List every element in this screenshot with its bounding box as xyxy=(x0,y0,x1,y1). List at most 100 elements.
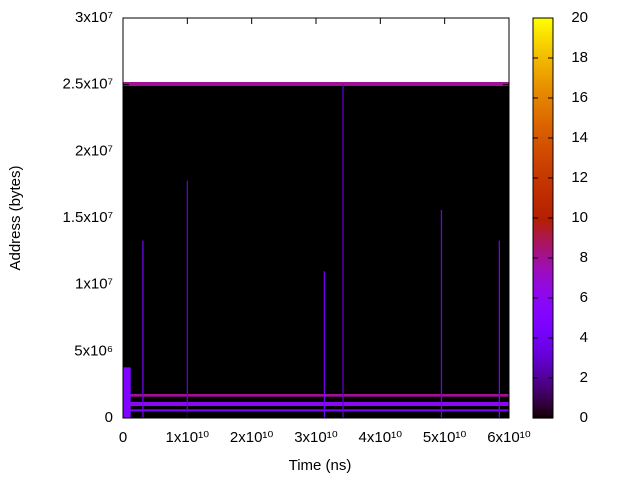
colorbar-step xyxy=(533,152,553,155)
colorbar-tick-label: 2 xyxy=(580,369,588,386)
colorbar-step xyxy=(533,408,553,411)
colorbar-step xyxy=(533,208,553,211)
colorbar-step xyxy=(533,358,553,361)
colorbar-step xyxy=(533,52,553,55)
colorbar-step xyxy=(533,32,553,35)
colorbar-step xyxy=(533,116,553,119)
colorbar-step xyxy=(533,250,553,253)
colorbar-step xyxy=(533,30,553,33)
heatmap-cell xyxy=(123,82,509,86)
colorbar-step xyxy=(533,220,553,223)
colorbar-step xyxy=(533,310,553,313)
colorbar-step xyxy=(533,144,553,147)
colorbar-step xyxy=(533,410,553,413)
colorbar-step xyxy=(533,314,553,317)
colorbar-step xyxy=(533,368,553,371)
colorbar-step xyxy=(533,374,553,377)
colorbar-step xyxy=(533,136,553,139)
colorbar-step xyxy=(533,160,553,163)
colorbar-step xyxy=(533,196,553,199)
colorbar-step xyxy=(533,370,553,373)
colorbar-step xyxy=(533,202,553,205)
heatmap-cell xyxy=(123,394,509,397)
colorbar-step xyxy=(533,350,553,353)
colorbar-step xyxy=(533,48,553,51)
colorbar-step xyxy=(533,62,553,65)
colorbar-step xyxy=(533,146,553,149)
y-tick-label: 2.5x10⁷ xyxy=(63,76,113,93)
colorbar-step xyxy=(533,206,553,209)
colorbar-step xyxy=(533,402,553,405)
colorbar-step xyxy=(533,404,553,407)
colorbar-step xyxy=(533,376,553,379)
colorbar-step xyxy=(533,34,553,37)
colorbar-step xyxy=(533,84,553,87)
y-tick-label: 3x10⁷ xyxy=(75,9,113,26)
colorbar-tick-label: 16 xyxy=(571,89,588,106)
colorbar-step xyxy=(533,142,553,145)
colorbar-step xyxy=(533,412,553,415)
colorbar-step xyxy=(533,72,553,75)
colorbar-step xyxy=(533,262,553,265)
colorbar-step xyxy=(533,312,553,315)
colorbar-step xyxy=(533,338,553,341)
colorbar-step xyxy=(533,226,553,229)
x-tick-label: 2x10¹⁰ xyxy=(230,429,274,446)
colorbar-step xyxy=(533,166,553,169)
colorbar-step xyxy=(533,132,553,135)
colorbar-step xyxy=(533,82,553,85)
colorbar-step xyxy=(533,244,553,247)
heatmap-cell xyxy=(342,84,344,419)
colorbar-step xyxy=(533,90,553,93)
colorbar-step xyxy=(533,272,553,275)
colorbar-step xyxy=(533,218,553,221)
colorbar-step xyxy=(533,114,553,117)
colorbar-step xyxy=(533,288,553,291)
colorbar-step xyxy=(533,326,553,329)
colorbar-step xyxy=(533,170,553,173)
colorbar-step xyxy=(533,254,553,257)
colorbar-step xyxy=(533,228,553,231)
colorbar-step xyxy=(533,344,553,347)
colorbar-step xyxy=(533,186,553,189)
colorbar-step xyxy=(533,400,553,403)
heatmap-cell xyxy=(440,210,443,418)
colorbar-step xyxy=(533,282,553,285)
colorbar-step xyxy=(533,70,553,73)
colorbar-step xyxy=(533,148,553,151)
colorbar-step xyxy=(533,44,553,47)
colorbar-step xyxy=(533,372,553,375)
colorbar-step xyxy=(533,270,553,273)
colorbar-step xyxy=(533,362,553,365)
colorbar-step xyxy=(533,260,553,263)
colorbar-step xyxy=(533,168,553,171)
colorbar-step xyxy=(533,388,553,391)
colorbar-step xyxy=(533,318,553,321)
colorbar-step xyxy=(533,68,553,71)
colorbar-step xyxy=(533,20,553,23)
colorbar-step xyxy=(533,298,553,301)
colorbar-step xyxy=(533,232,553,235)
colorbar-step xyxy=(533,340,553,343)
colorbar-step xyxy=(533,234,553,237)
colorbar-step xyxy=(533,92,553,95)
colorbar-step xyxy=(533,364,553,367)
colorbar-step xyxy=(533,330,553,333)
colorbar-step xyxy=(533,390,553,393)
colorbar-step xyxy=(533,182,553,185)
colorbar-step xyxy=(533,58,553,61)
colorbar-step xyxy=(533,122,553,125)
x-axis-label: Time (ns) xyxy=(289,457,352,474)
colorbar-step xyxy=(533,172,553,175)
colorbar-step xyxy=(533,154,553,157)
colorbar-step xyxy=(533,252,553,255)
colorbar-step xyxy=(533,278,553,281)
x-tick-label: 3x10¹⁰ xyxy=(294,429,338,446)
colorbar-step xyxy=(533,54,553,57)
colorbar-step xyxy=(533,26,553,29)
colorbar-step xyxy=(533,324,553,327)
x-tick-label: 5x10¹⁰ xyxy=(423,429,467,446)
colorbar-step xyxy=(533,158,553,161)
colorbar-step xyxy=(533,80,553,83)
colorbar-step xyxy=(533,56,553,59)
